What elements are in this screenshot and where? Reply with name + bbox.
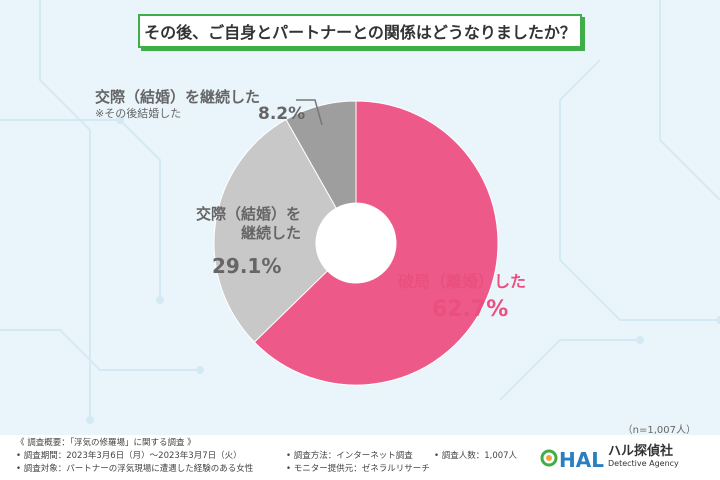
footer-target: • 調査対象：パートナーの浮気現場に遭遇した経験のある女性 [16,464,254,474]
hal-logo: HAL ハル探偵社 Detective Agency [540,440,708,474]
label-continued: 交際（結婚）を 継続した [196,205,301,243]
logo-mark-text: HAL [559,448,604,472]
footer-method: • 調査方法：インターネット調査 [286,451,413,461]
label-breakup-value: 62.7% [432,297,509,322]
donut-hole [316,203,396,283]
footer-count: • 調査人数：1,007人 [434,451,518,461]
label-continued-line2: 継続した [241,223,302,242]
footer-provider: • モニター提供元：ゼネラルリサーチ [286,464,430,474]
hal-logo-mark-icon: HAL [540,448,604,472]
label-married-continued: 交際（結婚）を継続した ※その後結婚した [95,88,260,121]
logo-company-name: ハル探偵社 [608,444,674,459]
sample-size-note: （n=1,007人） [622,425,696,436]
chart-title: その後、ご自身とパートナーとの関係はどうなりましたか？ [138,14,582,48]
footer-survey-info: 《 調査概要：「浮気の修羅場」に関する調査 》 • 調査期間：2023年3月6日… [0,435,720,480]
footer-overview: 《 調査概要：「浮気の修羅場」に関する調査 》 [16,438,196,448]
logo-company-sub: Detective Agency [608,459,679,468]
label-continued-value: 29.1% [212,254,282,278]
label-married-note: ※その後結婚した [95,106,182,120]
label-breakup: 破局（離婚）した [398,272,527,291]
label-continued-line1: 交際（結婚）を [196,205,302,223]
footer-period: • 調査期間：2023年3月6日（月）～2023年3月7日（火） [16,451,242,461]
label-married-value: 8.2% [258,104,306,124]
label-married-text: 交際（結婚）を継続した [95,88,261,106]
